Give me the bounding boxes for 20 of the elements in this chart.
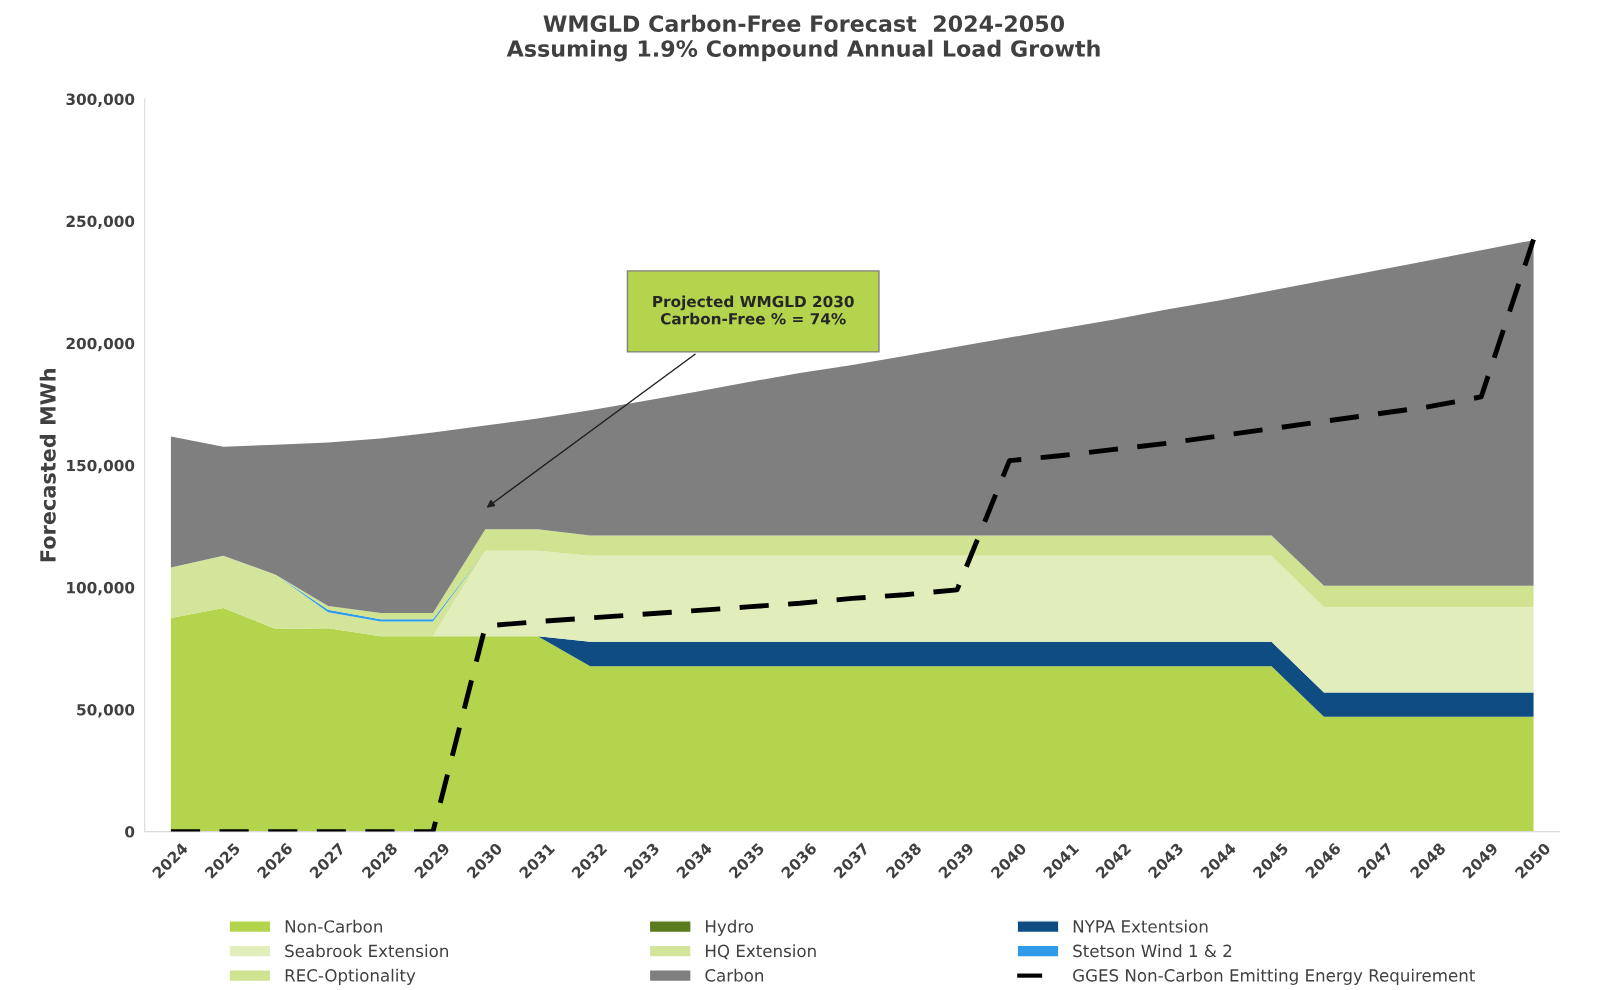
y-tick-label: 150,000 <box>67 459 135 474</box>
legend-label: GGES Non-Carbon Emitting Energy Requirement <box>1073 968 1475 985</box>
y-tick-label: 0 <box>125 826 135 838</box>
legend-label: NYPA Extentsion <box>1073 919 1208 933</box>
legend-label: Stetson Wind 1 & 2 <box>1073 944 1232 958</box>
legend-label: Hydro <box>706 919 754 936</box>
y-tick-label: 100,000 <box>67 581 135 596</box>
legend-label: HQ Extension <box>706 944 816 960</box>
chart-title: WMGLD Carbon-Free Forecast 2024-2050 Assuming 1.9% Compound Annual Load Growth <box>506 14 1100 62</box>
y-axis-title: Forecasted MWh <box>39 369 56 562</box>
annotation: Projected WMGLD 2030 Carbon-Free % = 74% <box>653 295 854 325</box>
y-tick-label: 200,000 <box>66 337 135 352</box>
y-tick-label: 50,000 <box>77 703 135 718</box>
legend-label: Seabrook Extension <box>285 944 448 958</box>
line-series <box>168 236 1536 832</box>
legend-label: Non-Carbon <box>285 919 382 933</box>
y-tick-label: 300,000 <box>66 93 135 107</box>
y-tick-label: 250,000 <box>66 215 135 230</box>
legend-label: Carbon <box>705 968 764 982</box>
legend-label: REC-Optionality <box>285 968 416 985</box>
